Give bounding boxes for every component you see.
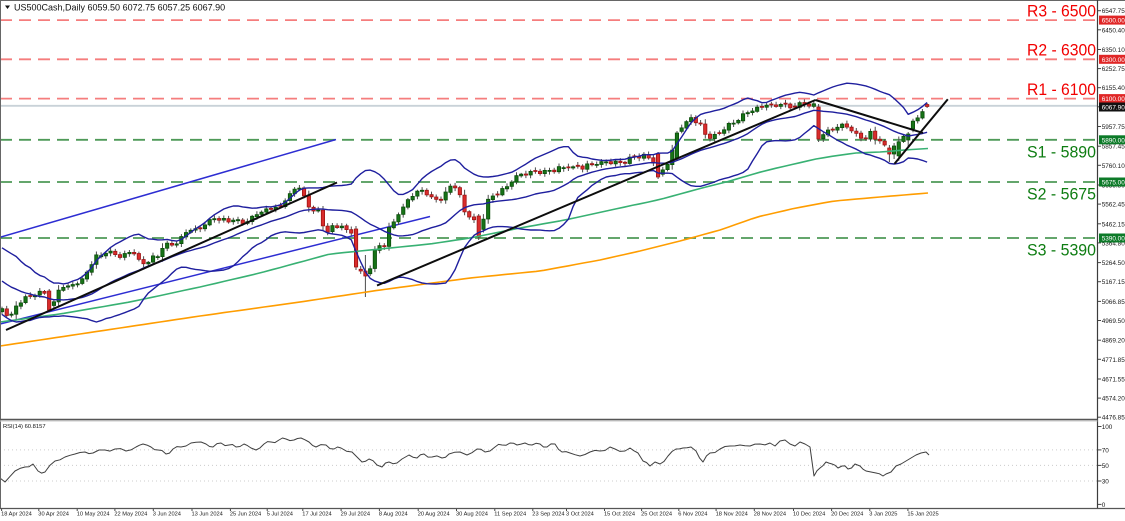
svg-text:4574.20: 4574.20	[1102, 396, 1125, 403]
svg-text:4771.85: 4771.85	[1102, 357, 1125, 364]
svg-text:5 Jul 2024: 5 Jul 2024	[267, 512, 293, 518]
svg-text:S1 - 5890: S1 - 5890	[1027, 143, 1096, 161]
svg-text:5857.45: 5857.45	[1102, 144, 1125, 151]
svg-text:28 Nov 2024: 28 Nov 2024	[754, 512, 786, 518]
svg-text:5167.15: 5167.15	[1102, 279, 1125, 286]
svg-text:5760.10: 5760.10	[1102, 163, 1125, 170]
svg-text:15 Jan 2025: 15 Jan 2025	[907, 512, 938, 518]
svg-text:30 Apr 2024: 30 Apr 2024	[38, 512, 69, 518]
svg-text:5390.00: 5390.00	[1102, 236, 1125, 243]
svg-text:30: 30	[1102, 479, 1110, 486]
svg-text:5675.00: 5675.00	[1102, 180, 1125, 187]
svg-text:6252.75: 6252.75	[1102, 66, 1125, 73]
svg-text:17 Jul 2024: 17 Jul 2024	[302, 512, 331, 518]
svg-text:6 Nov 2024: 6 Nov 2024	[678, 512, 707, 518]
svg-text:6300.00: 6300.00	[1102, 57, 1125, 64]
svg-text:100: 100	[1102, 424, 1113, 431]
svg-text:5562.45: 5562.45	[1102, 202, 1125, 209]
svg-text:4869.20: 4869.20	[1102, 338, 1125, 345]
svg-text:11 Sep 2024: 11 Sep 2024	[494, 512, 526, 518]
svg-text:5364.80: 5364.80	[1102, 240, 1125, 247]
svg-text:R1 - 6100: R1 - 6100	[1027, 81, 1096, 99]
svg-text:5957.75: 5957.75	[1102, 124, 1125, 131]
svg-text:25 Oct 2024: 25 Oct 2024	[641, 512, 672, 518]
svg-text:6450.40: 6450.40	[1102, 27, 1125, 34]
svg-text:0: 0	[1102, 502, 1106, 509]
svg-text:6100.00: 6100.00	[1102, 96, 1125, 103]
svg-text:R2 - 6300: R2 - 6300	[1027, 42, 1096, 60]
svg-text:25 Jun 2024: 25 Jun 2024	[230, 512, 261, 518]
svg-text:4476.85: 4476.85	[1102, 415, 1125, 422]
svg-text:18 Nov 2024: 18 Nov 2024	[716, 512, 748, 518]
svg-text:S2 - 5675: S2 - 5675	[1027, 186, 1096, 204]
svg-text:US500Cash,Daily 6059.50 6072.: US500Cash,Daily 6059.50 6072.75 6057.25 …	[14, 3, 225, 13]
svg-text:R3 - 6500: R3 - 6500	[1027, 3, 1096, 21]
svg-text:5890.00: 5890.00	[1102, 137, 1125, 144]
svg-text:23 Sep 2024: 23 Sep 2024	[532, 512, 564, 518]
svg-text:22 May 2024: 22 May 2024	[114, 512, 147, 518]
svg-text:20 Dec 2024: 20 Dec 2024	[831, 512, 863, 518]
svg-text:6350.10: 6350.10	[1102, 47, 1125, 54]
svg-text:20 Aug 2024: 20 Aug 2024	[418, 512, 450, 518]
svg-text:10 May 2024: 10 May 2024	[77, 512, 110, 518]
svg-text:S3 - 5390: S3 - 5390	[1027, 241, 1096, 259]
svg-text:5462.15: 5462.15	[1102, 221, 1125, 228]
svg-text:3 Oct 2024: 3 Oct 2024	[566, 512, 594, 518]
svg-text:8 Aug 2024: 8 Aug 2024	[379, 512, 408, 518]
svg-text:6500.00: 6500.00	[1102, 18, 1125, 25]
svg-text:5264.50: 5264.50	[1102, 260, 1125, 267]
svg-text:15 Oct 2024: 15 Oct 2024	[604, 512, 635, 518]
svg-text:4969.50: 4969.50	[1102, 318, 1125, 325]
svg-text:29 Jul 2024: 29 Jul 2024	[341, 512, 370, 518]
svg-text:18 Apr 2024: 18 Apr 2024	[1, 512, 32, 518]
svg-text:6067.90: 6067.90	[1102, 105, 1125, 112]
svg-text:4671.55: 4671.55	[1102, 377, 1125, 384]
svg-text:70: 70	[1102, 447, 1110, 454]
svg-text:10 Dec 2024: 10 Dec 2024	[793, 512, 825, 518]
svg-text:6547.75: 6547.75	[1102, 8, 1125, 15]
svg-text:6155.40: 6155.40	[1102, 85, 1125, 92]
svg-text:3 Jun 2024: 3 Jun 2024	[153, 512, 181, 518]
svg-text:30 Aug 2024: 30 Aug 2024	[456, 512, 488, 518]
svg-text:RSI(14) 60.8157: RSI(14) 60.8157	[3, 424, 46, 430]
svg-text:50: 50	[1102, 463, 1110, 470]
svg-text:5066.85: 5066.85	[1102, 299, 1125, 306]
svg-text:13 Jun 2024: 13 Jun 2024	[192, 512, 223, 518]
svg-text:3 Jan 2025: 3 Jan 2025	[869, 512, 897, 518]
